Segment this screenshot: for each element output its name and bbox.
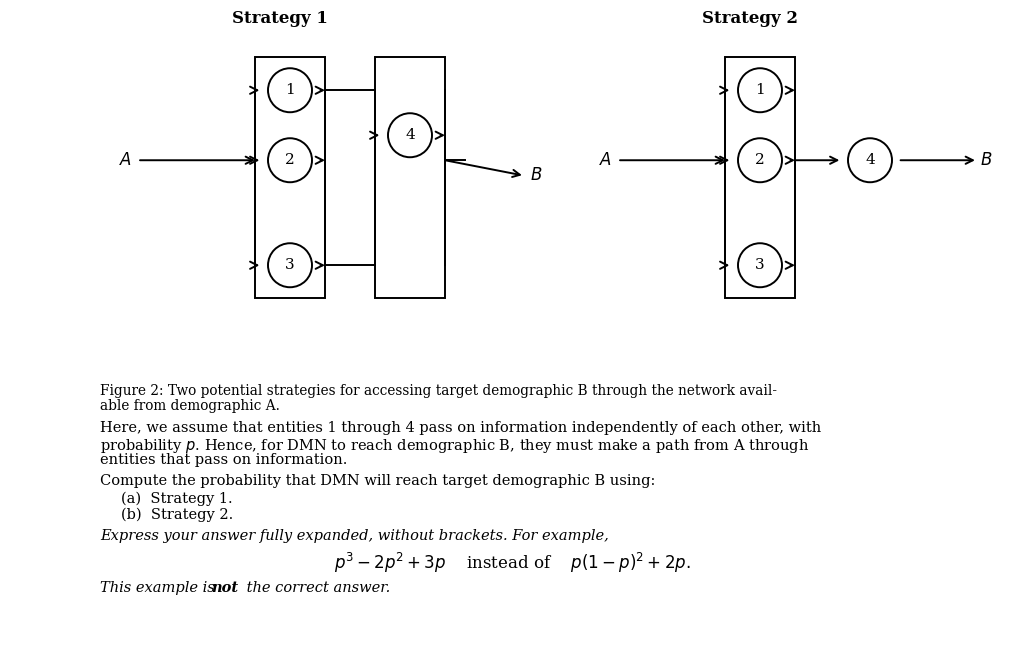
Text: Compute the probability that DMN will reach target demographic B using:: Compute the probability that DMN will re… <box>100 474 655 487</box>
Text: Figure 2: Two potential strategies for accessing target demographic B through th: Figure 2: Two potential strategies for a… <box>100 384 777 398</box>
Text: 3: 3 <box>286 258 295 272</box>
Text: probability $p$. Hence, for DMN to reach demographic B, they must make a path fr: probability $p$. Hence, for DMN to reach… <box>100 437 810 455</box>
Circle shape <box>268 243 312 287</box>
Circle shape <box>738 68 782 112</box>
Text: 2: 2 <box>285 154 295 167</box>
Text: the correct answer.: the correct answer. <box>242 581 390 594</box>
Text: Strategy 1: Strategy 1 <box>232 10 328 28</box>
Text: entities that pass on information.: entities that pass on information. <box>100 453 348 466</box>
Text: 4: 4 <box>865 154 874 167</box>
Text: Strategy 2: Strategy 2 <box>702 10 798 28</box>
Text: not: not <box>211 581 238 594</box>
Text: (b)  Strategy 2.: (b) Strategy 2. <box>121 508 233 522</box>
Text: 3: 3 <box>755 258 765 272</box>
Text: 1: 1 <box>755 83 765 97</box>
Text: This example is: This example is <box>100 581 220 594</box>
Text: $B$: $B$ <box>980 152 992 169</box>
Text: 2: 2 <box>755 154 765 167</box>
Text: 4: 4 <box>406 128 415 142</box>
Circle shape <box>268 138 312 182</box>
Circle shape <box>738 138 782 182</box>
Text: $p^3 - 2p^2 + 3p$    instead of    $p(1-p)^2 + 2p.$: $p^3 - 2p^2 + 3p$ instead of $p(1-p)^2 +… <box>334 551 690 575</box>
Circle shape <box>388 113 432 157</box>
Bar <box>375 57 445 298</box>
Circle shape <box>268 68 312 112</box>
Text: 1: 1 <box>285 83 295 97</box>
Bar <box>725 57 795 298</box>
Text: $A$: $A$ <box>599 152 612 169</box>
Circle shape <box>848 138 892 182</box>
Text: able from demographic A.: able from demographic A. <box>100 399 281 413</box>
Text: $A$: $A$ <box>119 152 132 169</box>
Text: Express your answer fully expanded, without brackets. For example,: Express your answer fully expanded, with… <box>100 529 609 543</box>
Text: (a)  Strategy 1.: (a) Strategy 1. <box>121 492 232 506</box>
Text: Here, we assume that entities 1 through 4 pass on information independently of e: Here, we assume that entities 1 through … <box>100 421 821 435</box>
Bar <box>255 57 325 298</box>
Text: $B$: $B$ <box>530 167 543 184</box>
Circle shape <box>738 243 782 287</box>
